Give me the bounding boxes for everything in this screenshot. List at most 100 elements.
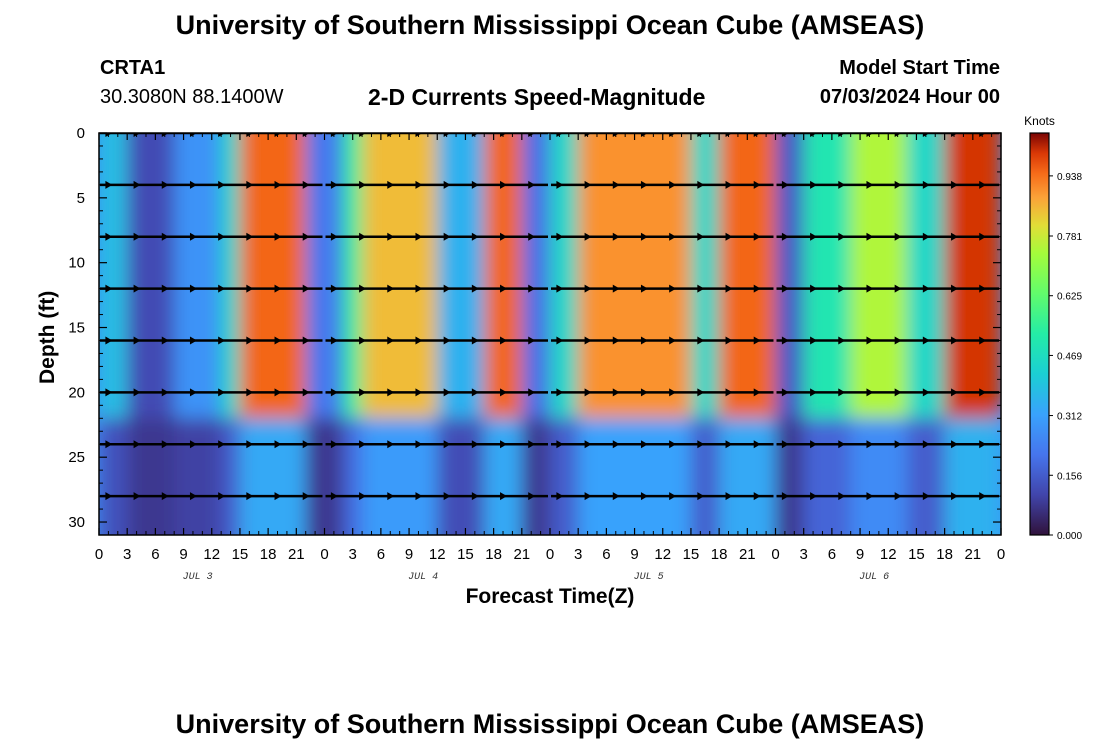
vector-arrowhead [753, 440, 761, 449]
vector-arrowhead [556, 232, 564, 241]
x-tick-label: 0 [546, 546, 554, 563]
x-tick-label: 3 [800, 546, 808, 563]
vector-arrowhead [584, 180, 592, 189]
speed-band-upper-4 [239, 133, 307, 419]
vector-arrowhead [951, 388, 959, 397]
vector-arrowhead [274, 492, 282, 501]
vector-arrowhead [725, 232, 733, 241]
vector-arrowhead [415, 180, 423, 189]
vector-arrowhead [246, 284, 254, 293]
y-axis-label: Depth (ft) [36, 290, 59, 384]
vector-arrowhead [838, 336, 846, 345]
vector-arrowhead [951, 232, 959, 241]
vector-arrowhead [246, 440, 254, 449]
vector-arrowhead [133, 492, 141, 501]
vector-arrowhead [640, 388, 648, 397]
vector-arrowhead [725, 284, 733, 293]
x-tick-label: 21 [739, 546, 756, 563]
vector-arrowhead [979, 180, 987, 189]
x-tick-label: 12 [203, 546, 220, 563]
colorbar-tick-label: 0.000 [1057, 531, 1082, 542]
vector-arrowhead [133, 388, 141, 397]
vector-arrowhead [443, 388, 451, 397]
vector-arrowhead [556, 440, 564, 449]
colorbar-tick-label: 0.312 [1057, 412, 1082, 423]
vector-arrowhead [584, 336, 592, 345]
vector-arrowhead [697, 388, 705, 397]
vector-arrowhead [471, 284, 479, 293]
vector-arrowhead [556, 284, 564, 293]
vector-arrowhead [387, 440, 395, 449]
station-id: CRTA1 [100, 57, 166, 79]
vector-arrowhead [443, 180, 451, 189]
day-label: JUL 4 [408, 572, 438, 583]
vector-arrowhead [556, 180, 564, 189]
vector-arrowhead [500, 232, 508, 241]
vector-arrowhead [556, 388, 564, 397]
vector-arrowhead [302, 388, 310, 397]
vector-arrowhead [387, 180, 395, 189]
speed-band-upper-0 [99, 133, 128, 419]
vector-arrowhead [697, 232, 705, 241]
vector-arrowhead [105, 180, 113, 189]
speed-band-lower-13 [690, 418, 720, 535]
vector-arrowhead [133, 284, 141, 293]
vector-arrowhead [612, 284, 620, 293]
vector-arrowhead [133, 232, 141, 241]
vector-arrowhead [189, 232, 197, 241]
vector-arrowhead [161, 232, 169, 241]
vector-arrowhead [387, 133, 395, 137]
x-tick-label: 3 [349, 546, 357, 563]
vector-arrowhead [218, 284, 226, 293]
vector-arrowhead [753, 232, 761, 241]
vector-arrowhead [105, 232, 113, 241]
vector-arrowhead [556, 336, 564, 345]
vector-arrowhead [500, 440, 508, 449]
vector-arrowhead [161, 133, 169, 137]
vector-arrowhead [161, 440, 169, 449]
vector-arrowhead [133, 440, 141, 449]
vector-arrowhead [246, 492, 254, 501]
vector-arrowhead [979, 492, 987, 501]
colorbar-tick-label: 0.469 [1057, 351, 1082, 362]
vector-arrowhead [838, 492, 846, 501]
speed-band-lower-6 [343, 418, 363, 535]
vector-arrowhead [669, 492, 677, 501]
vector-arrowhead [443, 336, 451, 345]
vector-arrowhead [697, 284, 705, 293]
vector-arrowhead [274, 388, 282, 397]
vector-arrowhead [810, 388, 818, 397]
vector-arrowhead [471, 388, 479, 397]
vector-arrowhead [810, 440, 818, 449]
x-tick-label: 18 [711, 546, 728, 563]
vector-arrowhead [725, 440, 733, 449]
vector-arrowhead [866, 388, 874, 397]
vector-arrowhead [302, 232, 310, 241]
vector-arrowhead [189, 284, 197, 293]
vector-arrowhead [443, 492, 451, 501]
vector-arrowhead [415, 336, 423, 345]
vector-arrowhead [330, 284, 338, 293]
vector-arrowhead [500, 180, 508, 189]
vector-arrowhead [500, 492, 508, 501]
vector-arrowhead [781, 388, 789, 397]
vector-arrowhead [810, 232, 818, 241]
vector-arrowhead [443, 232, 451, 241]
vector-arrowhead [612, 133, 620, 137]
vector-arrowhead [866, 180, 874, 189]
vector-arrowhead [810, 336, 818, 345]
y-tick-label: 15 [68, 320, 85, 337]
vector-arrowhead [979, 440, 987, 449]
vector-arrowhead [218, 180, 226, 189]
speed-band-upper-14 [719, 133, 776, 419]
axis-ticks: 0 3 6 9 12 15 18 21 0 3 6 9 12 15 18 21 0 3 6 9 12 15 18 21 0 3 6 9… [68, 125, 1005, 583]
vector-arrowhead [781, 133, 789, 137]
chart-subtitle: 2-D Currents Speed-Magnitude [368, 84, 706, 110]
speed-band-upper-16 [803, 133, 852, 419]
vector-arrowhead [161, 492, 169, 501]
speed-band-lower-18 [907, 418, 946, 535]
vector-arrowhead [584, 492, 592, 501]
vector-arrowhead [725, 133, 733, 137]
vector-arrowhead [838, 440, 846, 449]
